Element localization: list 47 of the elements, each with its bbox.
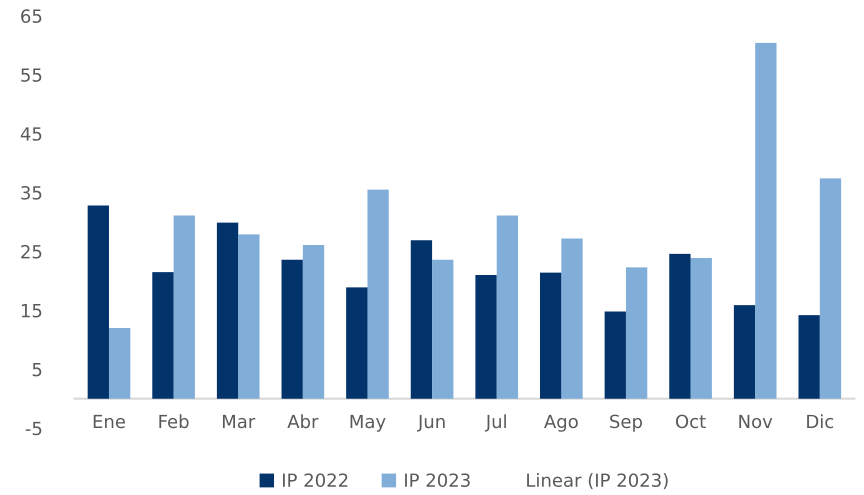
bar bbox=[669, 254, 691, 399]
bar bbox=[238, 234, 260, 399]
x-tick-label: Sep bbox=[610, 414, 642, 432]
x-tick-label: Oct bbox=[676, 414, 706, 428]
y-tick-label: 65 bbox=[21, 9, 42, 23]
x-tick-label: Feb bbox=[159, 414, 189, 428]
x-tick-label: Mar bbox=[222, 414, 256, 428]
bar bbox=[734, 305, 756, 399]
bar bbox=[798, 315, 820, 399]
y-tick-label: 15 bbox=[22, 304, 42, 318]
bar bbox=[282, 260, 303, 399]
y-tick-label: -5 bbox=[26, 422, 42, 436]
bar bbox=[475, 275, 497, 399]
bar bbox=[755, 42, 777, 399]
bar bbox=[88, 206, 109, 399]
bar bbox=[346, 287, 368, 399]
bar bbox=[626, 267, 648, 399]
y-tick-label: 45 bbox=[20, 127, 42, 141]
x-tick-label: Ene bbox=[94, 414, 125, 428]
y-tick-label: 55 bbox=[21, 68, 42, 82]
x-tick-label: Ago bbox=[544, 414, 578, 432]
bar bbox=[820, 178, 842, 399]
legend-label: IP 2023 bbox=[405, 473, 470, 488]
bar bbox=[604, 312, 626, 399]
x-tick-label: Jul bbox=[484, 414, 506, 432]
text: Linear (IP 2023) bbox=[527, 473, 668, 490]
y-tick-label: 35 bbox=[21, 186, 42, 200]
bar bbox=[410, 240, 432, 399]
y-tick-label: 25 bbox=[21, 244, 42, 259]
legend-label: IP 2022 bbox=[283, 473, 348, 488]
bar bbox=[432, 260, 454, 399]
x-tick-label: Jun bbox=[417, 414, 445, 432]
bar bbox=[216, 222, 238, 399]
y-tick-label: 5 bbox=[32, 362, 42, 376]
bar bbox=[152, 272, 174, 399]
x-tick-label: Abr bbox=[287, 414, 318, 428]
bar bbox=[540, 272, 562, 399]
bar bbox=[302, 244, 324, 399]
x-tick-label: Dic bbox=[807, 414, 834, 428]
bar bbox=[561, 238, 583, 399]
bar bbox=[690, 258, 712, 399]
bar bbox=[496, 216, 518, 399]
bar bbox=[108, 328, 130, 399]
x-tick-label: Nov bbox=[739, 414, 772, 428]
x-tick-label: May bbox=[350, 414, 386, 432]
bar bbox=[367, 190, 389, 399]
bar bbox=[174, 216, 195, 399]
